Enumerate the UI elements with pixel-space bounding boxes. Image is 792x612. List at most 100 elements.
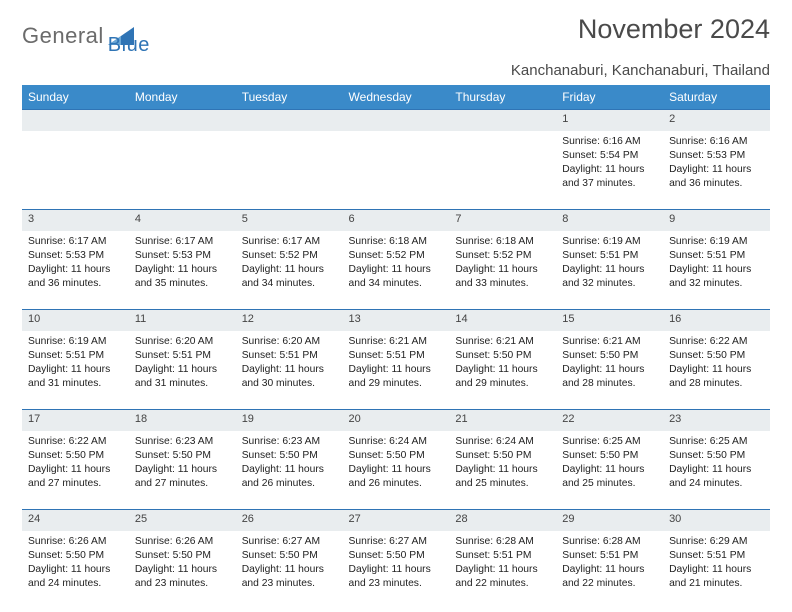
day-data-line: Daylight: 11 hours bbox=[135, 263, 230, 277]
day-number-cell: 21 bbox=[449, 410, 556, 432]
day-data-cell: Sunrise: 6:20 AMSunset: 5:51 PMDaylight:… bbox=[129, 331, 236, 410]
day-data-cell: Sunrise: 6:26 AMSunset: 5:50 PMDaylight:… bbox=[129, 531, 236, 609]
day-number-cell: 29 bbox=[556, 510, 663, 532]
day-data-line: and 34 minutes. bbox=[242, 277, 337, 291]
day-data-line: Daylight: 11 hours bbox=[455, 563, 550, 577]
day-data-line: and 27 minutes. bbox=[28, 477, 123, 491]
day-data-line: and 28 minutes. bbox=[562, 377, 657, 391]
dayname-header: Sunday bbox=[22, 85, 129, 110]
day-number-cell bbox=[449, 110, 556, 132]
day-data-line: Sunrise: 6:26 AM bbox=[28, 535, 123, 549]
day-number-cell: 12 bbox=[236, 310, 343, 332]
day-number-cell bbox=[129, 110, 236, 132]
day-number-row: 10111213141516 bbox=[22, 310, 770, 332]
day-data-line: Sunset: 5:50 PM bbox=[135, 549, 230, 563]
day-data-line: Daylight: 11 hours bbox=[135, 563, 230, 577]
day-data-line: and 29 minutes. bbox=[349, 377, 444, 391]
day-data-line: Sunset: 5:50 PM bbox=[242, 449, 337, 463]
day-data-line: Sunrise: 6:29 AM bbox=[669, 535, 764, 549]
dayname-header: Friday bbox=[556, 85, 663, 110]
day-number-cell: 14 bbox=[449, 310, 556, 332]
day-number-cell: 2 bbox=[663, 110, 770, 132]
day-number-cell: 9 bbox=[663, 210, 770, 232]
day-data-line: Sunset: 5:50 PM bbox=[562, 449, 657, 463]
day-number-cell: 30 bbox=[663, 510, 770, 532]
day-data-line: Daylight: 11 hours bbox=[349, 463, 444, 477]
day-data-cell: Sunrise: 6:25 AMSunset: 5:50 PMDaylight:… bbox=[556, 431, 663, 510]
day-data-line: Sunrise: 6:24 AM bbox=[349, 435, 444, 449]
day-data-line: and 22 minutes. bbox=[562, 577, 657, 591]
day-data-line: Sunset: 5:51 PM bbox=[669, 549, 764, 563]
day-data-line: Sunset: 5:51 PM bbox=[242, 349, 337, 363]
day-data-line: Daylight: 11 hours bbox=[455, 463, 550, 477]
day-data-line: Daylight: 11 hours bbox=[28, 463, 123, 477]
day-number-cell: 26 bbox=[236, 510, 343, 532]
day-number-cell: 19 bbox=[236, 410, 343, 432]
day-data-line: Sunset: 5:50 PM bbox=[28, 549, 123, 563]
day-number-cell: 25 bbox=[129, 510, 236, 532]
day-data-line: Sunset: 5:51 PM bbox=[562, 549, 657, 563]
day-number-cell: 8 bbox=[556, 210, 663, 232]
day-data-line: Daylight: 11 hours bbox=[349, 363, 444, 377]
day-number-cell bbox=[22, 110, 129, 132]
day-data-line: Daylight: 11 hours bbox=[562, 463, 657, 477]
day-data-line: Sunset: 5:50 PM bbox=[455, 449, 550, 463]
day-data-line: Sunrise: 6:18 AM bbox=[455, 235, 550, 249]
day-data-line: Sunset: 5:51 PM bbox=[455, 549, 550, 563]
day-number-cell: 5 bbox=[236, 210, 343, 232]
day-data-cell: Sunrise: 6:17 AMSunset: 5:53 PMDaylight:… bbox=[129, 231, 236, 310]
day-data-cell: Sunrise: 6:24 AMSunset: 5:50 PMDaylight:… bbox=[343, 431, 450, 510]
day-data-line: Daylight: 11 hours bbox=[242, 463, 337, 477]
day-data-line: Sunrise: 6:17 AM bbox=[28, 235, 123, 249]
day-data-cell: Sunrise: 6:19 AMSunset: 5:51 PMDaylight:… bbox=[663, 231, 770, 310]
day-data-cell bbox=[343, 131, 450, 210]
day-number-cell: 17 bbox=[22, 410, 129, 432]
day-data-cell: Sunrise: 6:23 AMSunset: 5:50 PMDaylight:… bbox=[236, 431, 343, 510]
day-data-line: Sunset: 5:53 PM bbox=[28, 249, 123, 263]
day-data-line: Sunrise: 6:27 AM bbox=[242, 535, 337, 549]
dayname-header: Monday bbox=[129, 85, 236, 110]
day-data-line: Daylight: 11 hours bbox=[28, 363, 123, 377]
day-data-cell: Sunrise: 6:27 AMSunset: 5:50 PMDaylight:… bbox=[236, 531, 343, 609]
day-data-cell: Sunrise: 6:16 AMSunset: 5:53 PMDaylight:… bbox=[663, 131, 770, 210]
page-title: November 2024 bbox=[578, 14, 770, 45]
day-data-line: and 26 minutes. bbox=[349, 477, 444, 491]
day-data-cell: Sunrise: 6:18 AMSunset: 5:52 PMDaylight:… bbox=[449, 231, 556, 310]
day-data-row: Sunrise: 6:22 AMSunset: 5:50 PMDaylight:… bbox=[22, 431, 770, 510]
day-data-line: and 21 minutes. bbox=[669, 577, 764, 591]
day-data-cell: Sunrise: 6:19 AMSunset: 5:51 PMDaylight:… bbox=[22, 331, 129, 410]
day-data-line: and 30 minutes. bbox=[242, 377, 337, 391]
day-data-line: Daylight: 11 hours bbox=[562, 163, 657, 177]
day-data-line: and 35 minutes. bbox=[135, 277, 230, 291]
day-data-line: Sunrise: 6:28 AM bbox=[562, 535, 657, 549]
day-data-line: Daylight: 11 hours bbox=[349, 263, 444, 277]
day-data-row: Sunrise: 6:19 AMSunset: 5:51 PMDaylight:… bbox=[22, 331, 770, 410]
day-data-cell bbox=[449, 131, 556, 210]
day-data-cell: Sunrise: 6:28 AMSunset: 5:51 PMDaylight:… bbox=[449, 531, 556, 609]
day-data-row: Sunrise: 6:26 AMSunset: 5:50 PMDaylight:… bbox=[22, 531, 770, 609]
day-number-cell bbox=[343, 110, 450, 132]
dayname-header: Tuesday bbox=[236, 85, 343, 110]
day-data-cell: Sunrise: 6:17 AMSunset: 5:53 PMDaylight:… bbox=[22, 231, 129, 310]
day-data-line: and 36 minutes. bbox=[28, 277, 123, 291]
day-data-line: and 28 minutes. bbox=[669, 377, 764, 391]
location-subtitle: Kanchanaburi, Kanchanaburi, Thailand bbox=[22, 62, 770, 79]
day-number-cell: 6 bbox=[343, 210, 450, 232]
day-number-cell: 3 bbox=[22, 210, 129, 232]
day-data-line: and 23 minutes. bbox=[242, 577, 337, 591]
day-data-line: Sunset: 5:52 PM bbox=[455, 249, 550, 263]
dayname-header-row: SundayMondayTuesdayWednesdayThursdayFrid… bbox=[22, 85, 770, 110]
day-data-line: Sunset: 5:50 PM bbox=[669, 449, 764, 463]
day-number-cell: 10 bbox=[22, 310, 129, 332]
day-data-cell bbox=[236, 131, 343, 210]
day-data-line: and 23 minutes. bbox=[135, 577, 230, 591]
day-data-cell: Sunrise: 6:23 AMSunset: 5:50 PMDaylight:… bbox=[129, 431, 236, 510]
brand-part1: General bbox=[22, 23, 104, 49]
day-data-line: Sunset: 5:51 PM bbox=[135, 349, 230, 363]
day-data-cell: Sunrise: 6:18 AMSunset: 5:52 PMDaylight:… bbox=[343, 231, 450, 310]
day-data-cell: Sunrise: 6:25 AMSunset: 5:50 PMDaylight:… bbox=[663, 431, 770, 510]
day-data-line: Sunrise: 6:16 AM bbox=[562, 135, 657, 149]
day-data-line: and 24 minutes. bbox=[669, 477, 764, 491]
day-data-line: and 25 minutes. bbox=[562, 477, 657, 491]
day-data-line: Sunrise: 6:28 AM bbox=[455, 535, 550, 549]
